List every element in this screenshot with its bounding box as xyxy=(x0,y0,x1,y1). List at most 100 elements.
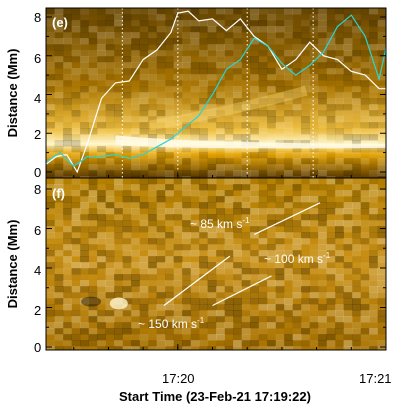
texture-cell xyxy=(148,38,157,45)
texture-cell xyxy=(233,8,242,15)
texture-cell xyxy=(71,44,81,51)
texture-cell xyxy=(89,8,98,15)
texture-cell xyxy=(309,178,319,185)
texture-cell xyxy=(369,322,378,329)
texture-cell xyxy=(114,232,123,239)
texture-cell xyxy=(173,226,183,233)
texture-cell xyxy=(335,134,344,141)
texture-cell xyxy=(148,176,157,178)
texture-cell xyxy=(131,122,140,129)
texture-cell xyxy=(275,32,285,39)
texture-cell xyxy=(301,238,310,245)
texture-cell xyxy=(326,158,336,165)
texture-cell xyxy=(335,122,344,129)
texture-cell xyxy=(326,292,336,299)
texture-cell xyxy=(165,280,174,287)
texture-cell xyxy=(199,238,208,245)
texture-cell xyxy=(190,128,200,135)
texture-cell xyxy=(275,122,285,129)
texture-cell xyxy=(326,134,336,141)
texture-cell xyxy=(173,152,183,159)
x-axis-label: Start Time (23-Feb-21 17:19:22) xyxy=(119,389,311,404)
texture-cell xyxy=(80,304,89,311)
texture-cell xyxy=(105,62,115,69)
texture-cell xyxy=(88,98,98,105)
texture-cell xyxy=(97,232,106,239)
texture-cell xyxy=(335,20,344,27)
texture-cell xyxy=(377,196,386,203)
texture-cell xyxy=(360,316,370,323)
texture-cell xyxy=(352,92,361,99)
texture-cell xyxy=(55,104,64,111)
texture-cell xyxy=(241,292,251,299)
texture-cell xyxy=(131,74,140,81)
texture-cell xyxy=(165,158,174,165)
texture-cell xyxy=(190,152,200,159)
texture-cell xyxy=(284,178,293,185)
texture-cell xyxy=(148,62,157,69)
texture-cell xyxy=(284,286,293,293)
texture-cell xyxy=(318,346,327,353)
texture-cell xyxy=(275,92,285,99)
texture-cell xyxy=(267,26,276,33)
texture-cell xyxy=(292,164,302,171)
texture-cell xyxy=(139,214,149,221)
texture-cell xyxy=(216,268,225,275)
texture-cell xyxy=(310,334,319,341)
texture-cell xyxy=(326,256,336,263)
annotation-150-sup: -1 xyxy=(197,316,205,325)
texture-cell xyxy=(335,340,344,347)
texture-cell xyxy=(377,152,386,159)
texture-cell xyxy=(122,274,132,281)
texture-cell xyxy=(318,98,327,105)
texture-cell xyxy=(301,244,310,251)
texture-cell xyxy=(122,226,132,233)
texture-cell xyxy=(165,226,174,233)
texture-cell xyxy=(360,110,370,117)
texture-cell xyxy=(54,232,64,239)
texture-cell xyxy=(199,328,208,335)
texture-cell xyxy=(190,328,200,335)
texture-cell xyxy=(131,80,140,87)
texture-cell xyxy=(216,340,225,347)
texture-cell xyxy=(267,152,276,159)
texture-cell xyxy=(250,20,259,27)
texture-cell xyxy=(80,208,89,215)
texture-cell xyxy=(335,202,344,209)
texture-cell xyxy=(377,292,386,299)
texture-cell xyxy=(216,158,225,165)
texture-cell xyxy=(207,86,217,93)
texture-cell xyxy=(165,346,174,350)
texture-cell xyxy=(378,68,387,75)
texture-cell xyxy=(173,250,183,257)
texture-cell xyxy=(131,322,140,329)
texture-cell xyxy=(182,20,191,27)
texture-cell xyxy=(352,146,361,153)
texture-cell xyxy=(54,244,64,251)
texture-cell xyxy=(97,146,106,153)
texture-cell xyxy=(114,158,123,165)
texture-cell xyxy=(335,164,344,171)
texture-cell xyxy=(377,220,386,227)
texture-cell xyxy=(224,190,234,197)
texture-cell xyxy=(106,68,115,75)
texture-cell xyxy=(148,134,157,141)
texture-cell xyxy=(284,190,293,197)
texture-cell xyxy=(267,220,276,227)
texture-cell xyxy=(259,164,268,171)
texture-cell xyxy=(293,116,302,123)
texture-cell xyxy=(242,238,251,245)
texture-cell xyxy=(80,26,89,33)
texture-cell xyxy=(241,208,251,215)
texture-cell xyxy=(318,74,327,81)
texture-cell xyxy=(88,128,98,135)
texture-cell xyxy=(156,56,166,63)
texture-cell xyxy=(165,328,174,335)
texture-cell xyxy=(301,74,310,81)
texture-cell xyxy=(250,190,259,197)
texture-cell xyxy=(292,80,302,87)
texture-cell xyxy=(190,334,200,341)
texture-cell xyxy=(369,250,378,257)
texture-cell xyxy=(88,74,98,81)
texture-cell xyxy=(46,68,55,75)
